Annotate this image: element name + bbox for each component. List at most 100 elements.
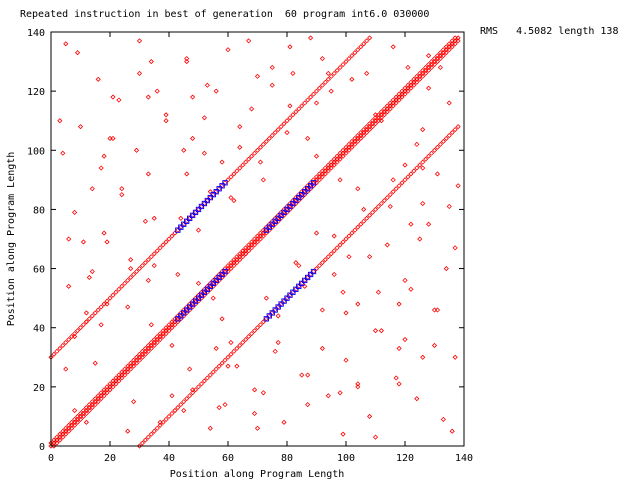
data-point-diamond	[207, 425, 213, 431]
data-point-square	[302, 277, 308, 284]
data-point-diamond	[372, 206, 379, 212]
data-point-diamond	[231, 348, 237, 354]
data-point-diamond	[228, 174, 234, 180]
data-point-diamond	[89, 313, 95, 319]
data-point-diamond	[293, 109, 299, 115]
data-point-diamond	[384, 109, 390, 115]
data-point-diamond	[139, 348, 146, 354]
data-point-diamond	[325, 168, 331, 174]
data-point-diamond	[313, 174, 320, 180]
data-point-diamond	[346, 147, 352, 153]
data-point-diamond	[434, 53, 441, 59]
data-point-diamond	[92, 310, 98, 316]
data-point-diamond	[269, 310, 275, 316]
data-point-diamond	[246, 334, 252, 340]
data-point-diamond	[440, 416, 446, 422]
data-point-diamond	[110, 292, 116, 298]
data-point-diamond	[414, 396, 420, 402]
data-point-diamond	[446, 47, 452, 53]
data-point-diamond	[101, 387, 107, 393]
data-point-diamond	[361, 218, 367, 224]
data-point-diamond	[142, 218, 148, 224]
data-point-diamond	[122, 280, 128, 286]
data-point-diamond	[254, 239, 261, 245]
data-point-diamond	[148, 322, 154, 328]
data-point-diamond	[378, 118, 384, 124]
data-point-diamond	[228, 260, 234, 266]
data-point-diamond	[119, 192, 125, 198]
data-point-diamond	[426, 153, 432, 159]
data-point-diamond	[446, 41, 452, 47]
data-point-diamond	[83, 310, 89, 316]
data-point-diamond	[113, 381, 119, 387]
data-point-diamond	[361, 206, 367, 212]
data-point-diamond	[128, 274, 134, 281]
data-point-diamond	[402, 277, 408, 283]
data-point-diamond	[172, 407, 178, 414]
data-point-diamond	[72, 422, 78, 428]
data-point-diamond	[381, 106, 387, 112]
data-point-diamond	[352, 227, 358, 233]
data-point-diamond	[195, 227, 202, 233]
data-point-square	[222, 180, 228, 186]
data-point-diamond	[367, 212, 373, 218]
data-point-diamond	[428, 64, 435, 71]
data-point-diamond	[260, 319, 266, 325]
data-point-diamond	[431, 56, 438, 62]
data-point-diamond	[417, 236, 423, 242]
data-point-square	[219, 183, 225, 189]
data-point-diamond	[284, 295, 290, 301]
data-point-diamond	[411, 82, 417, 88]
data-point-diamond	[364, 124, 370, 130]
data-point-diamond	[331, 70, 337, 76]
data-point-diamond	[160, 328, 166, 334]
data-point-diamond	[154, 248, 160, 254]
data-point-diamond	[275, 127, 281, 133]
data-point-diamond	[237, 257, 243, 263]
data-point-diamond	[178, 224, 184, 230]
data-point-diamond	[417, 70, 423, 76]
data-point-diamond	[346, 56, 352, 62]
data-point-diamond	[251, 410, 258, 417]
data-point-diamond	[352, 141, 358, 147]
data-point-diamond	[364, 129, 370, 136]
data-point-diamond	[302, 186, 308, 192]
data-point-diamond	[322, 79, 328, 85]
data-point-diamond	[136, 351, 143, 357]
data-point-diamond	[361, 132, 367, 139]
data-point-diamond	[349, 230, 355, 236]
data-point-diamond	[213, 274, 219, 281]
data-point-diamond	[446, 203, 452, 210]
data-point-diamond	[157, 331, 163, 337]
data-point-diamond	[107, 135, 113, 142]
data-point-diamond	[181, 221, 187, 227]
data-point-diamond	[254, 425, 261, 431]
data-point-square	[305, 186, 311, 192]
data-point-diamond	[145, 94, 151, 100]
data-point-diamond	[204, 82, 210, 88]
data-point-diamond	[246, 242, 252, 248]
data-point-diamond	[302, 283, 308, 289]
data-point-diamond	[290, 112, 296, 118]
data-point-diamond	[266, 313, 272, 319]
data-point-diamond	[184, 171, 190, 177]
data-point-square	[210, 191, 216, 198]
data-point-diamond	[302, 277, 308, 283]
data-point-diamond	[131, 363, 137, 369]
data-point-diamond	[310, 91, 317, 97]
data-point-diamond	[281, 419, 287, 425]
data-point-diamond	[207, 195, 213, 201]
data-point-diamond	[293, 260, 299, 266]
data-point-diamond	[313, 266, 320, 272]
data-point-diamond	[204, 375, 210, 381]
data-point-diamond	[254, 73, 261, 79]
data-point-diamond	[92, 360, 98, 366]
data-point-diamond	[340, 289, 346, 295]
data-point-diamond	[287, 292, 293, 298]
data-point-diamond	[299, 103, 305, 109]
data-point-diamond	[346, 254, 352, 260]
data-point-diamond	[60, 150, 66, 156]
data-point-diamond	[195, 206, 202, 212]
data-point-diamond	[240, 254, 246, 260]
data-point-diamond	[308, 180, 314, 186]
